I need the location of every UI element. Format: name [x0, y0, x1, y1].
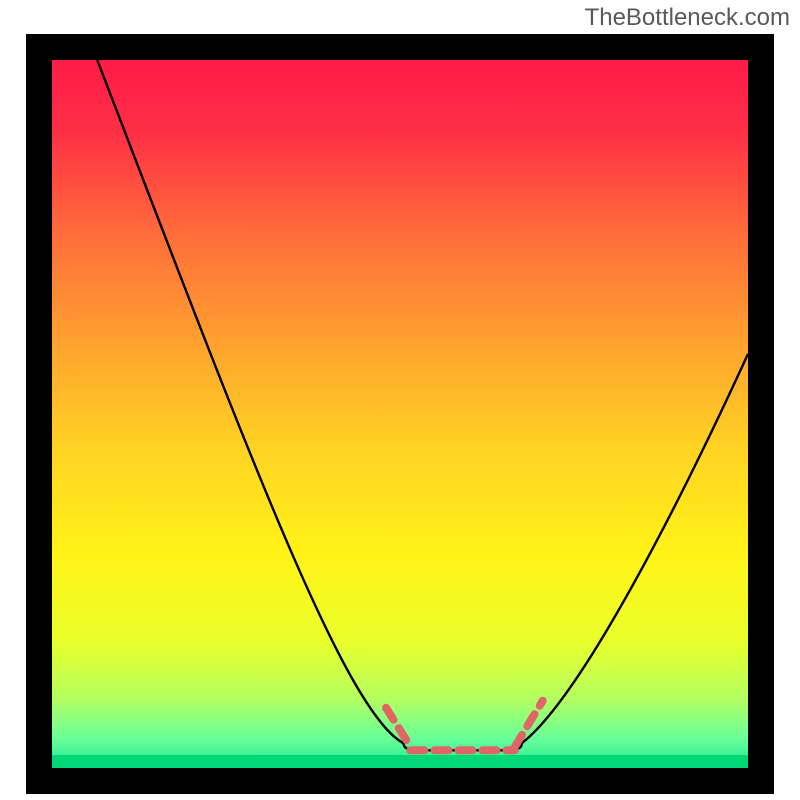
dashed-overlay-right — [515, 701, 543, 747]
bottleneck-curve — [97, 60, 748, 750]
attribution-text: TheBottleneck.com — [585, 4, 790, 32]
chart-canvas: TheBottleneck.com — [0, 0, 800, 800]
plot-frame — [26, 34, 774, 794]
curve-layer — [52, 60, 748, 768]
